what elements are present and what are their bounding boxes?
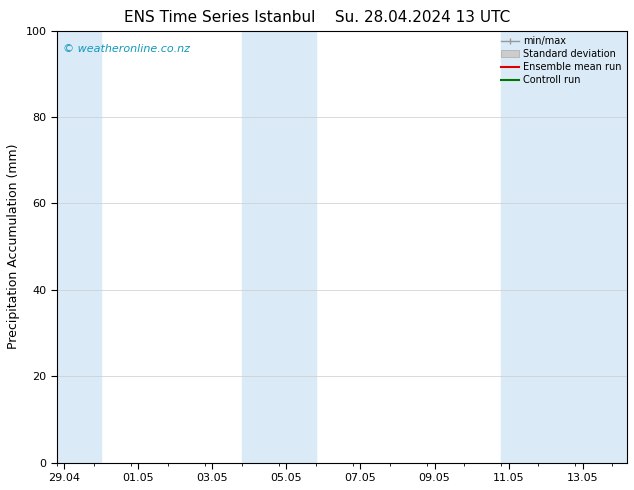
Text: © weatheronline.co.nz: © weatheronline.co.nz	[63, 44, 190, 53]
Text: ENS Time Series Istanbul    Su. 28.04.2024 13 UTC: ENS Time Series Istanbul Su. 28.04.2024 …	[124, 10, 510, 25]
Bar	[242, 30, 316, 463]
Bar	[501, 30, 627, 463]
Legend: min/max, Standard deviation, Ensemble mean run, Controll run: min/max, Standard deviation, Ensemble me…	[498, 32, 625, 89]
Y-axis label: Precipitation Accumulation (mm): Precipitation Accumulation (mm)	[7, 144, 20, 349]
Bar	[57, 30, 101, 463]
